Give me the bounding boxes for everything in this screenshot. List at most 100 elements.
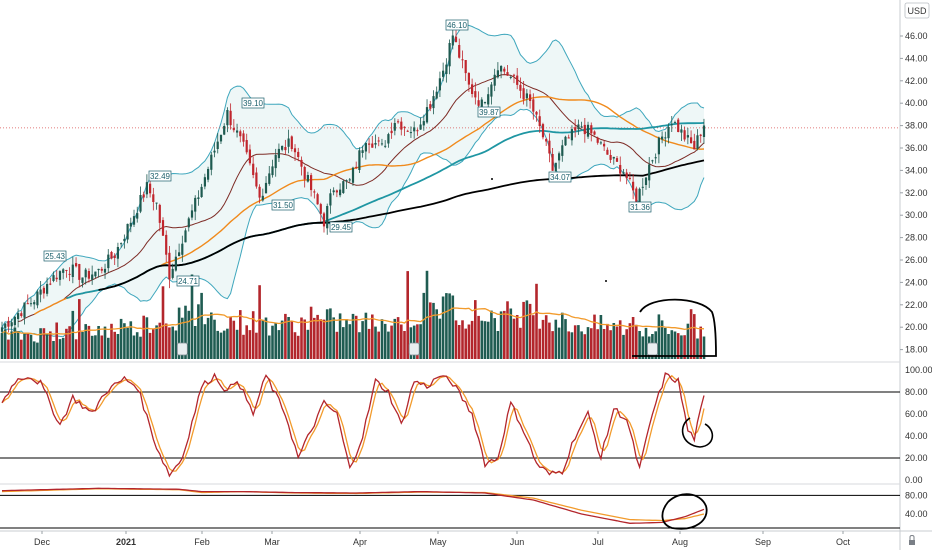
price-callout-box — [477, 106, 501, 118]
volume-bar — [467, 324, 471, 359]
candle-body — [612, 156, 615, 159]
volume-bar — [606, 323, 609, 359]
candle-body — [178, 252, 181, 257]
volume-bar — [113, 331, 116, 359]
volume-bar — [470, 320, 474, 359]
volume-bar — [538, 328, 541, 359]
candle-body — [113, 255, 116, 258]
candle-body — [203, 177, 206, 187]
volume-bar — [213, 319, 216, 359]
price-tick-label: 20.00 — [905, 322, 928, 332]
candle-body — [116, 247, 119, 259]
candle-body — [461, 59, 464, 61]
candle-body — [158, 204, 161, 223]
volume-bar — [422, 292, 426, 359]
price-callout-label: 32.49 — [150, 172, 171, 181]
volume-bar — [71, 310, 75, 359]
time-tick-label: Mar — [264, 537, 280, 547]
volume-bar — [635, 324, 638, 359]
volume-bar — [664, 327, 667, 359]
candle-body — [397, 121, 400, 123]
volume-bar — [432, 302, 435, 359]
candle-body — [693, 140, 696, 150]
candle-body — [152, 194, 155, 202]
volume-bar — [20, 339, 23, 359]
candle-body — [644, 177, 648, 185]
price-callout-label: 39.10 — [243, 99, 264, 108]
candle-body — [171, 268, 174, 278]
lower-indicator-layer: 80.00 40.00 — [0, 487, 928, 529]
price-callout-box — [43, 250, 67, 262]
candle-body — [290, 136, 293, 149]
candle-body — [316, 194, 319, 205]
candle-body — [425, 107, 429, 123]
candle-body — [287, 138, 290, 147]
candle-body — [258, 186, 261, 198]
volume-bar — [164, 323, 168, 359]
volume-bar — [557, 327, 561, 359]
time-tick-label: Feb — [194, 537, 210, 547]
volume-bar — [612, 323, 616, 359]
volume-bar — [168, 327, 171, 359]
volume-bar — [239, 310, 242, 359]
volume-bar — [371, 314, 374, 359]
candle-body — [219, 134, 223, 142]
candle-body — [36, 291, 39, 306]
volume-bar — [615, 326, 619, 359]
volume-bar — [622, 334, 625, 359]
candle-body — [197, 197, 200, 199]
candle-body — [586, 124, 590, 137]
time-tick-label: Aug — [672, 537, 688, 547]
volume-bar — [90, 335, 94, 359]
candle-body — [525, 93, 528, 99]
price-tick-label: 40.00 — [905, 98, 928, 108]
volume-bar — [13, 327, 17, 359]
price-callout-label: 31.36 — [630, 203, 651, 212]
volume-bar — [683, 335, 686, 359]
currency-button[interactable]: USD — [904, 2, 930, 19]
candle-body — [300, 159, 303, 167]
volume-bar — [129, 321, 133, 359]
candle-body — [535, 111, 538, 115]
candle-body — [609, 155, 612, 160]
volume-bar — [210, 312, 213, 359]
candle-body — [345, 180, 348, 182]
price-callout: 25.43 — [43, 250, 67, 262]
volume-bar — [496, 331, 500, 359]
volume-bar — [583, 334, 587, 359]
candle-body — [512, 74, 516, 76]
candle-body — [68, 273, 71, 275]
volume-bar — [190, 274, 194, 359]
candle-body — [255, 172, 258, 187]
candle-body — [583, 124, 586, 135]
price-callout-label: 46.10 — [447, 21, 468, 30]
candle-body — [190, 210, 194, 218]
volume-bar — [670, 330, 674, 359]
candle-body — [149, 183, 152, 194]
time-tick-label: 2021 — [116, 537, 136, 547]
volume-bar — [400, 324, 403, 359]
volume-bar — [483, 321, 487, 359]
price-callout: 29.45 — [329, 221, 353, 233]
volume-bar — [364, 312, 368, 359]
volume-bar — [197, 304, 200, 359]
volume-bar — [139, 336, 142, 359]
candle-body — [161, 220, 165, 236]
candle-body — [438, 78, 441, 91]
volume-bar — [242, 334, 245, 359]
earnings-marker-icon — [408, 342, 420, 356]
volume-bar — [219, 332, 223, 359]
candle-body — [49, 283, 52, 285]
candle-body — [432, 96, 435, 109]
candle-body — [580, 126, 583, 128]
volume-bar — [509, 308, 513, 359]
candle-body — [500, 66, 503, 72]
candle-body — [216, 141, 219, 149]
volume-bar — [0, 332, 4, 359]
candle-body — [97, 268, 100, 271]
candle-body — [142, 194, 145, 198]
candle-body — [686, 135, 689, 138]
price-callout: 31.50 — [271, 199, 295, 211]
candle-body — [564, 136, 567, 146]
volume-bar — [280, 320, 284, 359]
